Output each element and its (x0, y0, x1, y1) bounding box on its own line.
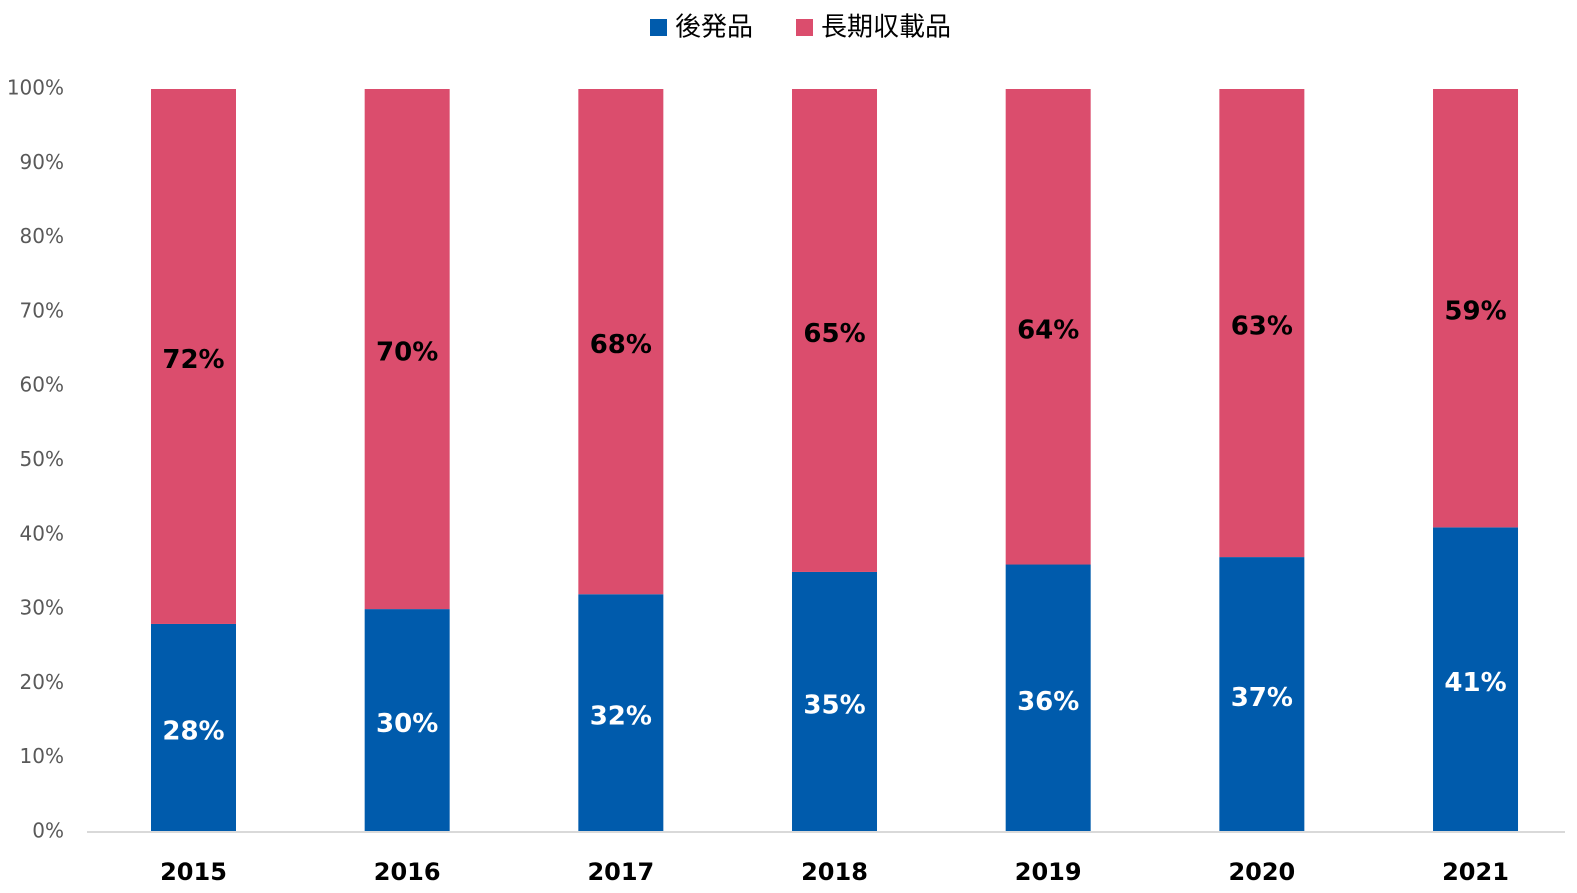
y-tick-label: 80% (20, 224, 64, 248)
bar-segment (364, 609, 450, 832)
legend-label: 後発品 (675, 13, 753, 43)
bar-segment (364, 89, 450, 610)
x-tick-label: 2019 (1015, 858, 1082, 886)
legend-swatch (650, 19, 667, 36)
x-tick-label: 2016 (374, 858, 441, 886)
y-tick-label: 60% (20, 373, 64, 397)
data-label: 59% (1444, 297, 1506, 327)
legend-swatch (796, 19, 813, 36)
bar-segment (151, 623, 236, 832)
data-label: 68% (590, 330, 652, 360)
x-tick-label: 2021 (1442, 858, 1509, 886)
y-tick-label: 30% (20, 596, 64, 620)
data-label: 64% (1017, 315, 1079, 345)
data-label: 70% (376, 338, 438, 368)
data-label: 36% (1017, 687, 1079, 717)
x-tick-label: 2015 (160, 858, 227, 886)
data-label: 35% (803, 690, 865, 720)
bar-segment (1219, 89, 1305, 558)
y-tick-label: 40% (20, 521, 64, 545)
bar-segment (1433, 527, 1519, 832)
data-label: 63% (1231, 312, 1293, 342)
bar-segment (578, 594, 664, 832)
bar-segment (1433, 89, 1519, 528)
y-tick-label: 10% (20, 744, 64, 768)
data-label: 37% (1231, 683, 1293, 713)
x-tick-label: 2018 (801, 858, 868, 886)
bar-segment (151, 89, 236, 624)
data-label: 32% (590, 702, 652, 732)
y-tick-label: 70% (20, 298, 64, 322)
y-tick-label: 0% (32, 819, 64, 843)
bar-segment (578, 89, 664, 595)
data-label: 41% (1444, 668, 1506, 698)
x-tick-label: 2017 (587, 858, 654, 886)
y-tick-label: 90% (20, 150, 64, 174)
data-label: 28% (162, 716, 224, 746)
bar-segment (1219, 557, 1305, 832)
y-tick-label: 100% (7, 76, 64, 100)
y-tick-label: 50% (20, 447, 64, 471)
data-label: 65% (803, 319, 865, 349)
legend-label: 長期収載品 (821, 13, 951, 43)
bar-segment (1005, 564, 1091, 832)
x-tick-label: 2020 (1228, 858, 1295, 886)
bar-segment (792, 89, 878, 572)
bar-segment (792, 571, 878, 832)
data-label: 72% (162, 345, 224, 375)
data-label: 30% (376, 709, 438, 739)
bar-segment (1005, 89, 1091, 565)
y-tick-label: 20% (20, 670, 64, 694)
